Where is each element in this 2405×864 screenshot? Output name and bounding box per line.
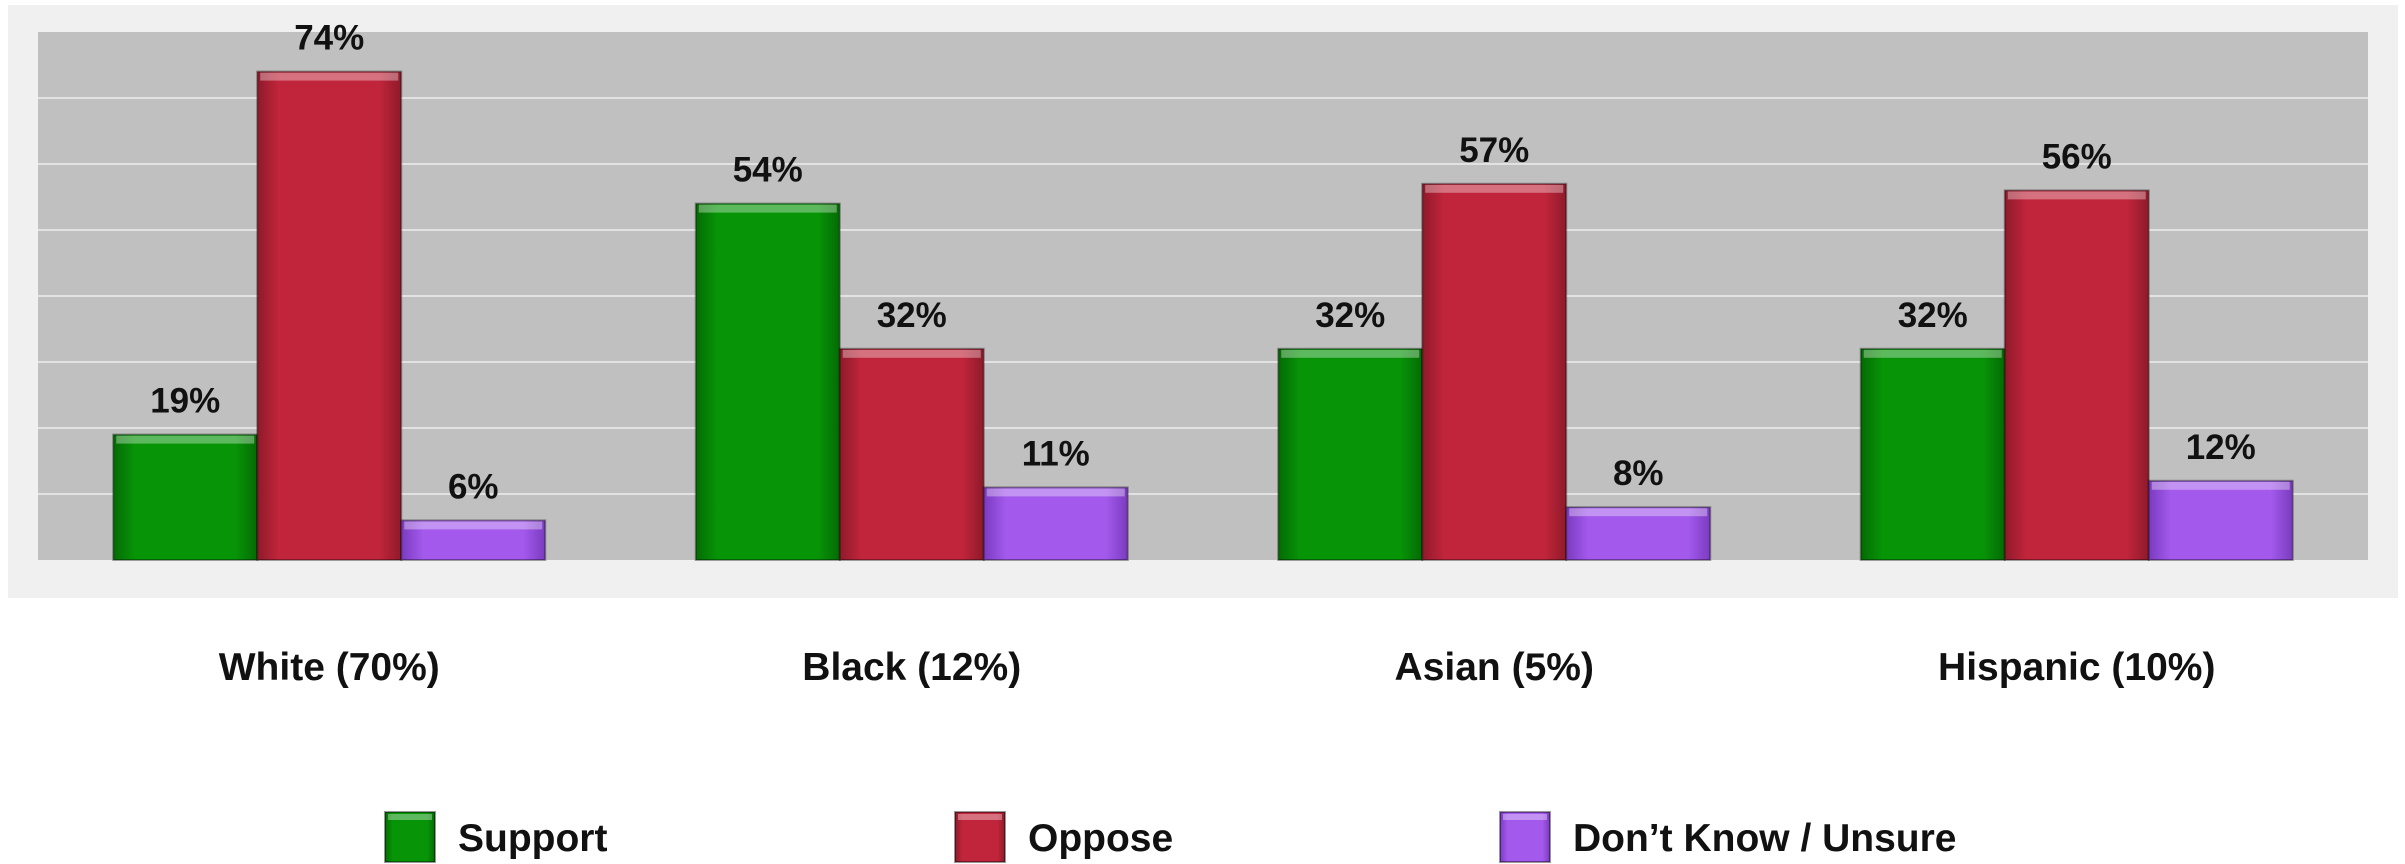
bar (1277, 347, 1424, 561)
bar-support-0 (112, 433, 259, 562)
bar-don-t-know-unsure-1 (982, 486, 1129, 561)
bar-highlight (842, 349, 981, 358)
bar-support-3 (1859, 347, 2006, 561)
data-label: 6% (448, 467, 499, 506)
category-label: Asian (5%) (1395, 646, 1594, 689)
legend-item: Support (384, 811, 607, 863)
legend-swatch (384, 811, 436, 863)
data-label: 11% (1022, 434, 1090, 473)
data-label: 19% (150, 382, 220, 421)
bar-oppose-1 (838, 347, 985, 561)
data-label: 32% (1315, 296, 1385, 335)
legend: Support Oppose Don’t Know / Unsure (384, 811, 1957, 863)
bar-oppose-2 (1421, 182, 1568, 562)
bar (112, 433, 259, 562)
bar-highlight (2151, 481, 2290, 490)
legend-swatch-highlight (958, 814, 1002, 820)
bar-highlight (1425, 184, 1564, 193)
bar (2147, 479, 2294, 561)
data-label: 32% (877, 296, 947, 335)
legend-item: Don’t Know / Unsure (1499, 811, 1957, 863)
bar (1565, 506, 1712, 562)
data-label: 54% (733, 151, 803, 190)
bar-highlight (404, 521, 543, 530)
legend-label: Oppose (1028, 817, 1173, 860)
legend-swatch-highlight (1503, 814, 1547, 820)
bars (112, 70, 2294, 562)
legend-item: Oppose (954, 811, 1173, 863)
bar-don-t-know-unsure-0 (400, 519, 547, 562)
bar-oppose-0 (256, 70, 403, 561)
bar-highlight (986, 488, 1125, 497)
data-label: 8% (1613, 454, 1664, 493)
legend-swatch (1499, 811, 1551, 863)
legend-swatch-highlight (388, 814, 432, 820)
bar-support-1 (694, 202, 841, 561)
data-labels: 19% 74% 6% 54% 32% 11% 32% 57% 8% 32% 56% 12% (150, 19, 2256, 507)
bar (256, 70, 403, 561)
legend-label: Support (458, 817, 607, 860)
data-label: 12% (2186, 428, 2256, 467)
bar-highlight (260, 72, 399, 81)
category-label: Hispanic (10%) (1938, 646, 2215, 689)
bar-highlight (698, 204, 837, 213)
bar (838, 347, 985, 561)
data-label: 56% (2042, 137, 2112, 176)
bar-highlight (2007, 191, 2146, 200)
bar-highlight (116, 435, 255, 444)
bar (1421, 182, 1568, 562)
bar (982, 486, 1129, 561)
bar (694, 202, 841, 561)
bar-highlight (1281, 349, 1420, 358)
category-labels: White (70%) Black (12%) Asian (5%) Hispanic… (219, 646, 2216, 689)
data-label: 74% (294, 19, 364, 58)
legend-label: Don’t Know / Unsure (1573, 817, 1957, 860)
data-label: 32% (1898, 296, 1968, 335)
data-label: 57% (1459, 131, 1529, 170)
legend-swatch (954, 811, 1006, 863)
bar-oppose-3 (2003, 189, 2150, 561)
category-label: White (70%) (219, 646, 440, 689)
bar-support-2 (1277, 347, 1424, 561)
bar (1859, 347, 2006, 561)
bar (400, 519, 547, 562)
bar-highlight (1569, 508, 1708, 517)
bar-don-t-know-unsure-2 (1565, 506, 1712, 562)
bar-don-t-know-unsure-3 (2147, 479, 2294, 561)
bar-highlight (1863, 349, 2002, 358)
category-label: Black (12%) (802, 646, 1021, 689)
bar (2003, 189, 2150, 561)
